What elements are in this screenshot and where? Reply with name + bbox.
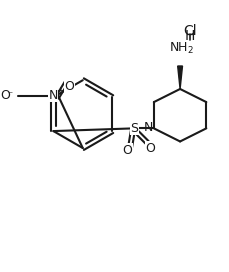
Text: N: N [48,89,58,102]
Text: ⁻: ⁻ [8,91,13,101]
Text: O: O [1,89,11,102]
Text: H: H [184,29,194,44]
Text: O: O [145,141,155,154]
Polygon shape [177,66,182,89]
Text: NH$_2$: NH$_2$ [168,41,193,56]
Text: O: O [64,80,74,93]
Text: N: N [143,121,152,134]
Text: Cl: Cl [182,24,196,38]
Text: S: S [130,122,138,135]
Text: O: O [122,144,132,157]
Text: +: + [56,86,63,96]
